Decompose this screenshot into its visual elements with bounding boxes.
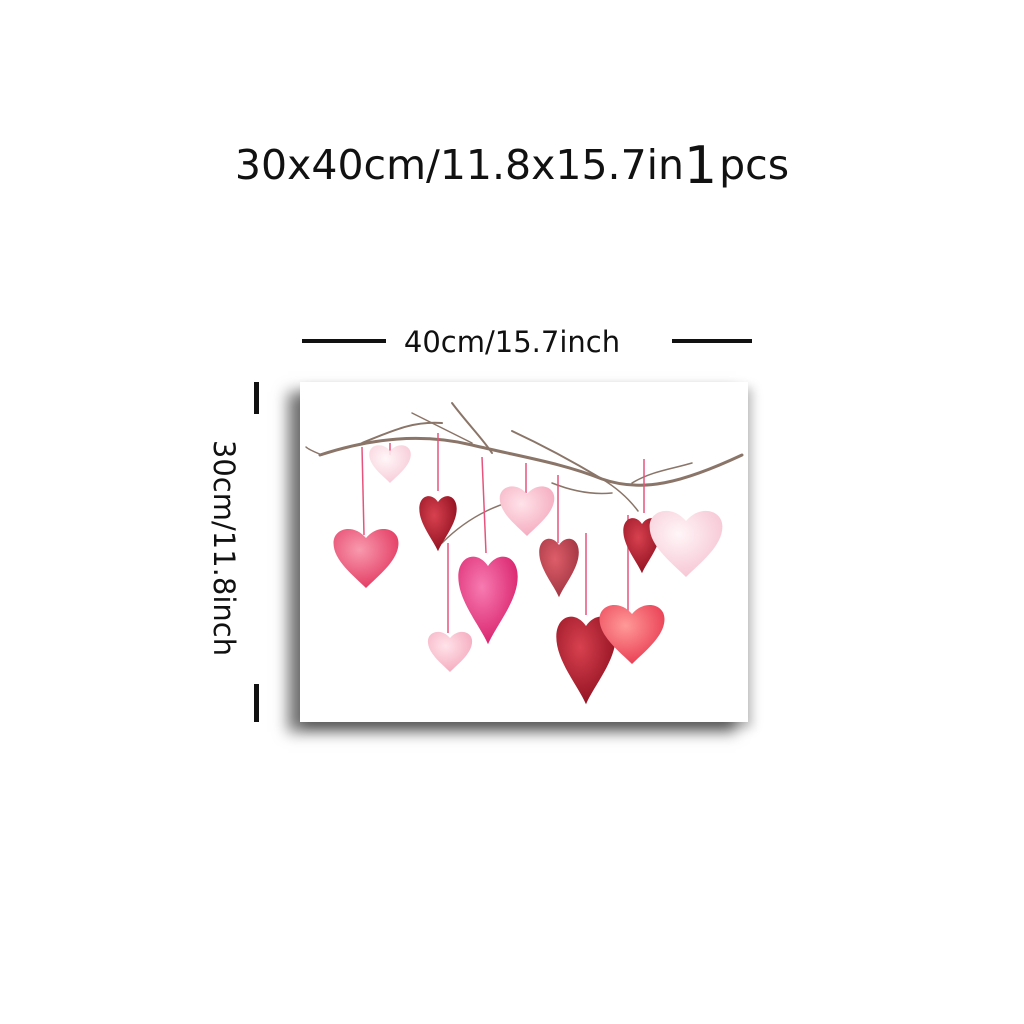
height-dimension-line-bottom: [254, 684, 259, 722]
heart-light-pink-center: [499, 486, 555, 536]
width-dimension-line-right: [672, 339, 752, 343]
heart-magenta-center: [458, 556, 518, 645]
heart-light-pink-bottom: [427, 631, 473, 672]
height-dimension-label: 30cm/11.8inch: [207, 439, 241, 657]
width-dimension-label: 40cm/15.7inch: [403, 325, 621, 359]
size-text: 30x40cm/11.8x15.7in: [234, 141, 685, 189]
ribbons: [361, 433, 645, 633]
heart-red-upper-left: [419, 496, 457, 552]
width-dimension-line-left: [302, 339, 386, 343]
height-dimension-line-top: [254, 382, 259, 414]
size-title: 30x40cm/11.8x15.7in1pcs: [0, 140, 1024, 192]
heart-pale-right: [649, 510, 723, 577]
quantity-value: 1: [684, 136, 718, 196]
heart-red-center: [539, 538, 579, 598]
quantity-unit: pcs: [719, 141, 790, 189]
hearts-artwork: [305, 402, 744, 705]
heart-pink-left: [333, 528, 399, 588]
branch: [305, 402, 744, 544]
